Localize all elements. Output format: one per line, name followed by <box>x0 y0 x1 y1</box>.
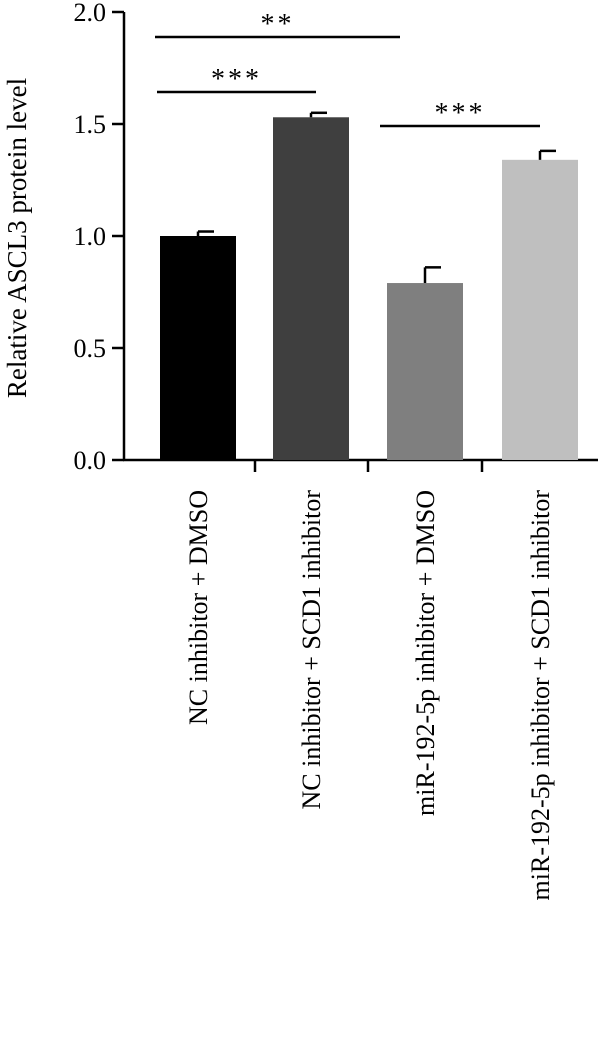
y-tick-label: 0.0 <box>74 446 107 475</box>
significance-label: *** <box>211 64 262 95</box>
significance-label: ** <box>261 9 295 40</box>
y-tick-label: 1.5 <box>74 110 107 139</box>
bar <box>387 283 463 460</box>
x-tick-label: miR-192-5p inhibitor + SCD1 inhibitor <box>526 490 555 901</box>
significance-label: *** <box>435 98 486 129</box>
y-tick-label: 2.0 <box>74 0 107 27</box>
bar <box>160 236 236 460</box>
bar <box>273 117 349 460</box>
x-tick-label: miR-192-5p inhibitor + DMSO <box>411 490 440 816</box>
y-tick-label: 0.5 <box>74 334 107 363</box>
y-tick-label: 1.0 <box>74 222 107 251</box>
y-axis-label: Relative ASCL3 protein level <box>2 78 32 398</box>
bar <box>502 159 578 460</box>
plot-area: 0.0 0.5 1.0 1.5 2.0 NC inhibitor + DMSO NC inh… <box>74 0 598 901</box>
x-tick-label: NC inhibitor + DMSO <box>184 490 213 725</box>
x-tick-label: NC inhibitor + SCD1 inhibitor <box>297 490 326 810</box>
